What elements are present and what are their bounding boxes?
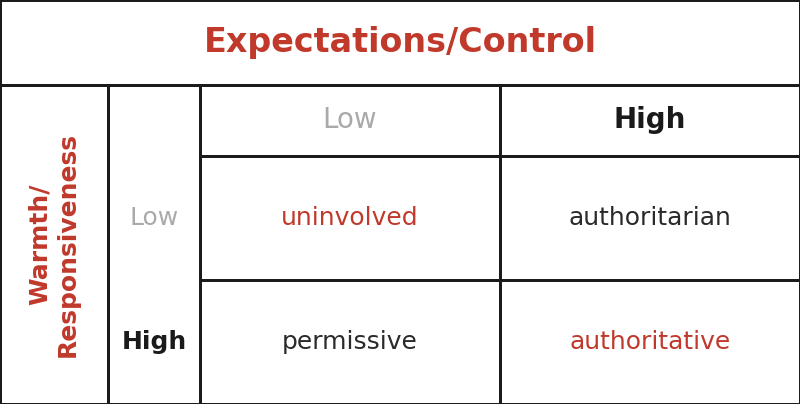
Bar xyxy=(200,85,500,156)
Text: authoritarian: authoritarian xyxy=(569,206,731,229)
Bar xyxy=(0,0,800,85)
Text: Expectations/Control: Expectations/Control xyxy=(203,26,597,59)
Text: High: High xyxy=(122,330,186,354)
Bar xyxy=(0,85,108,404)
Text: Low: Low xyxy=(322,106,378,134)
Text: Warmth/
Responsiveness: Warmth/ Responsiveness xyxy=(28,132,80,357)
Text: Low: Low xyxy=(130,206,178,229)
Bar xyxy=(200,156,500,280)
Text: permissive: permissive xyxy=(282,330,418,354)
Bar xyxy=(500,156,800,280)
Bar xyxy=(108,85,200,404)
Text: High: High xyxy=(614,106,686,134)
Bar xyxy=(500,85,800,156)
Bar xyxy=(200,280,500,404)
Bar xyxy=(500,280,800,404)
Text: authoritative: authoritative xyxy=(570,330,730,354)
Text: uninvolved: uninvolved xyxy=(281,206,419,229)
